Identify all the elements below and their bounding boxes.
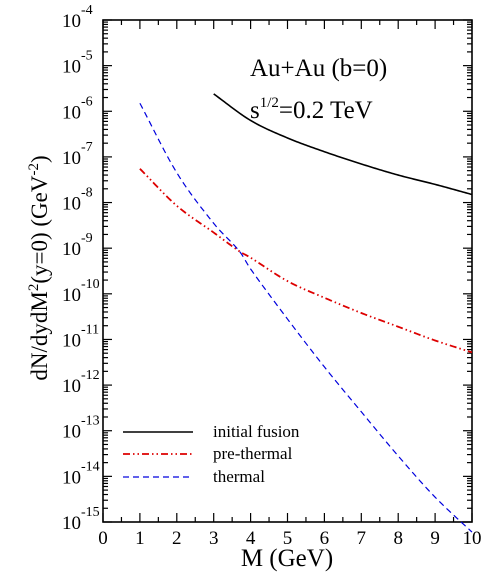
series-line-pre-thermal bbox=[139, 168, 473, 354]
y-tick-label: 10-11 bbox=[62, 322, 99, 351]
y-tick-label: 10-8 bbox=[62, 186, 93, 215]
y-tick-label: 10-12 bbox=[62, 368, 100, 397]
x-tick-label: 2 bbox=[172, 528, 182, 549]
y-tick-label: 10-5 bbox=[62, 49, 93, 78]
y-tick-label: 10-6 bbox=[62, 94, 93, 123]
x-tick-label: 1 bbox=[135, 528, 145, 549]
series-lines bbox=[139, 93, 473, 533]
x-tick-labels: 0 1 2 3 4 5 6 7 8 9 10 bbox=[98, 528, 481, 549]
y-tick-label: 10-4 bbox=[62, 3, 93, 32]
x-tick-label: 7 bbox=[357, 528, 367, 549]
y-tick-label: 10-14 bbox=[62, 459, 100, 488]
axis-ticks bbox=[102, 19, 473, 523]
legend-label-initial-fusion: initial fusion bbox=[213, 422, 300, 441]
x-tick-label: 0 bbox=[98, 528, 108, 549]
legend-label-pre-thermal: pre-thermal bbox=[213, 444, 293, 463]
series-line-initial-fusion bbox=[213, 93, 473, 196]
x-tick-label: 9 bbox=[430, 528, 440, 549]
y-tick-label: 10-15 bbox=[62, 505, 100, 534]
y-tick-label: 10-10 bbox=[62, 277, 100, 306]
y-tick-label: 10-9 bbox=[62, 231, 93, 260]
series-line-thermal bbox=[139, 102, 473, 533]
y-tick-label: 10-13 bbox=[62, 414, 100, 443]
x-tick-label: 10 bbox=[463, 528, 482, 549]
y-axis-label: dN/dydM2(y=0) (GeV-2) bbox=[26, 155, 52, 380]
annotation-system: Au+Au (b=0) bbox=[250, 55, 387, 82]
x-tick-label: 5 bbox=[283, 528, 293, 549]
annotation-energy: s1/2=0.2 TeV bbox=[250, 95, 373, 124]
legend-label-thermal: thermal bbox=[213, 467, 265, 486]
y-tick-labels: 10-4 10-5 10-6 10-7 10-8 10-9 10-10 10-11 10-12 1… bbox=[62, 3, 100, 534]
y-tick-label: 10-7 bbox=[62, 140, 93, 169]
x-tick-label: 8 bbox=[393, 528, 403, 549]
x-axis-label: M (GeV) bbox=[241, 545, 333, 572]
x-tick-label: 3 bbox=[209, 528, 219, 549]
legend: initial fusion pre-thermal thermal bbox=[123, 422, 300, 486]
x-tick-label: 4 bbox=[246, 528, 256, 549]
x-tick-label: 6 bbox=[320, 528, 330, 549]
